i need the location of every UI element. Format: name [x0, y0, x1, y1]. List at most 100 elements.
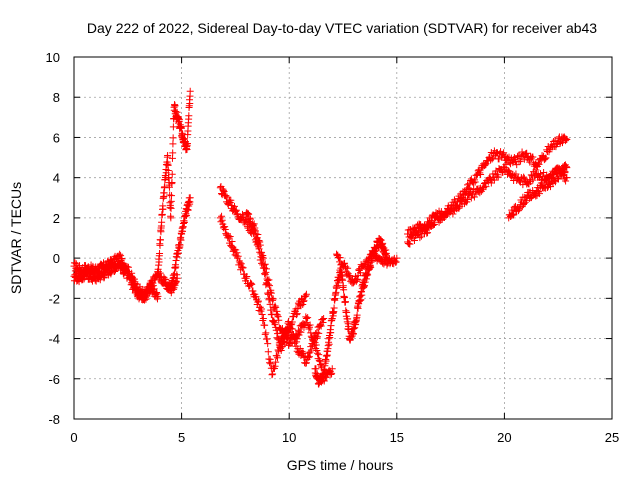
data-point-descent-b	[226, 233, 234, 241]
axis-ticks: 0 5 10 15 20 25 -8 -6 -4 -2 0 2 4 6 8 10	[46, 50, 620, 445]
data-point-descent-a	[220, 187, 228, 195]
data-point-evening-branch	[535, 190, 543, 198]
data-point-afternoon-lower	[415, 220, 423, 228]
data-point-descent-c	[250, 220, 258, 228]
data-point-descent-b	[262, 329, 270, 337]
data-point-descent-c	[296, 328, 304, 336]
data-point-morning-spike	[168, 192, 176, 200]
data-point-morning-spike	[169, 140, 177, 148]
data-point-baseline-lower	[150, 285, 158, 293]
data-point-afternoon-lower	[487, 175, 495, 183]
data-point-morning-spike	[169, 123, 177, 131]
data-point-descent-a	[302, 290, 310, 298]
data-point-morning-recovery	[183, 212, 191, 220]
data-point-midday-upper	[357, 269, 365, 277]
data-point-descent-b	[273, 352, 281, 360]
data-point-midday-upper	[383, 261, 391, 269]
x-tick-label: 10	[282, 430, 296, 445]
data-point-descent-a	[270, 317, 278, 325]
data-point-descent-c	[293, 335, 301, 343]
data-point-morning-spike	[154, 268, 162, 276]
data-point-midday-minimum	[341, 298, 349, 306]
data-point-afternoon-lower	[413, 228, 421, 236]
data-point-afternoon-rise	[563, 135, 571, 143]
data-point-baseline	[116, 250, 124, 258]
data-point-afternoon-lower	[470, 193, 478, 201]
data-point-descent-b	[233, 249, 241, 257]
data-point-morning-spike	[159, 205, 167, 213]
data-point-afternoon-rise	[471, 178, 479, 186]
data-point-descent-b	[243, 272, 251, 280]
data-point-descent-a	[265, 296, 273, 304]
data-point-descent-a	[255, 245, 263, 253]
chart-title: Day 222 of 2022, Sidereal Day-to-day VTE…	[87, 20, 597, 36]
data-point-descent-c	[305, 325, 313, 333]
data-point-descent-b	[319, 318, 327, 326]
data-point-descent-b	[269, 370, 277, 378]
data-point-evening-branch	[560, 169, 568, 177]
data-point-baseline	[72, 260, 80, 268]
data-point-morning-recovery	[172, 263, 180, 271]
data-point-midday-minimum	[312, 365, 320, 373]
data-point-morning-spike	[185, 112, 193, 120]
data-point-descent-a	[230, 202, 238, 210]
data-point-morning-spike	[169, 149, 177, 157]
data-point-descent-c	[260, 261, 268, 269]
data-point-baseline-lower	[154, 292, 162, 300]
data-point-afternoon-rise	[470, 179, 478, 187]
data-point-descent-b	[268, 371, 276, 379]
data-point-morning-recovery	[184, 206, 192, 214]
data-point-morning-spike	[166, 201, 174, 209]
data-point-descent-a	[299, 300, 307, 308]
data-point-evening-branch	[534, 188, 542, 196]
data-point-descent-c	[267, 286, 275, 294]
data-point-descent-b	[266, 359, 274, 367]
data-point-descent-c	[302, 313, 310, 321]
data-point-descent-c	[251, 227, 259, 235]
data-point-descent-b	[256, 303, 264, 311]
data-point-afternoon-lower	[408, 231, 416, 239]
data-point-descent-b	[261, 321, 269, 329]
data-point-afternoon-rise	[534, 159, 542, 167]
data-point-descent-b	[302, 359, 310, 367]
data-point-descent-c	[315, 351, 323, 359]
data-point-descent-a	[302, 292, 310, 300]
data-point-descent-c	[307, 329, 315, 337]
data-point-afternoon-lower	[504, 167, 512, 175]
y-axis-label: SDTVAR / TECUs	[8, 182, 24, 294]
data-point-morning-spike	[165, 183, 173, 191]
data-point-afternoon-rise	[502, 152, 510, 160]
y-tick-label: 2	[53, 211, 60, 226]
data-point-descent-b	[305, 353, 313, 361]
data-point-descent-c	[259, 254, 267, 262]
data-point-afternoon-rise	[463, 185, 471, 193]
data-point-descent-c	[261, 264, 269, 272]
x-tick-label: 5	[178, 430, 185, 445]
data-point-afternoon-rise	[477, 171, 485, 179]
data-point-descent-b	[258, 305, 266, 313]
data-point-afternoon-rise	[488, 155, 496, 163]
data-point-descent-b	[247, 280, 255, 288]
data-point-baseline	[162, 276, 170, 284]
data-point-midday-upper	[363, 259, 371, 267]
data-point-descent-b	[218, 212, 226, 220]
data-point-afternoon-lower	[563, 174, 571, 182]
data-point-evening-branch	[543, 183, 551, 191]
data-point-midday-upper	[353, 276, 361, 284]
y-tick-label: 6	[53, 130, 60, 145]
data-point-descent-b	[228, 237, 236, 245]
data-point-afternoon-lower	[562, 177, 570, 185]
data-point-afternoon-lower	[427, 221, 435, 229]
data-point-baseline-lower	[127, 273, 135, 281]
data-point-afternoon-lower	[467, 194, 475, 202]
data-point-afternoon-rise	[424, 229, 432, 237]
y-tick-label: -6	[48, 372, 60, 387]
data-point-evening-branch	[561, 168, 569, 176]
data-point-descent-c	[264, 280, 272, 288]
data-point-afternoon-lower	[502, 161, 510, 169]
data-point-descent-b	[264, 348, 272, 356]
data-point-afternoon-rise	[464, 181, 472, 189]
data-point-morning-recovery	[171, 270, 179, 278]
data-point-afternoon-lower	[434, 215, 442, 223]
